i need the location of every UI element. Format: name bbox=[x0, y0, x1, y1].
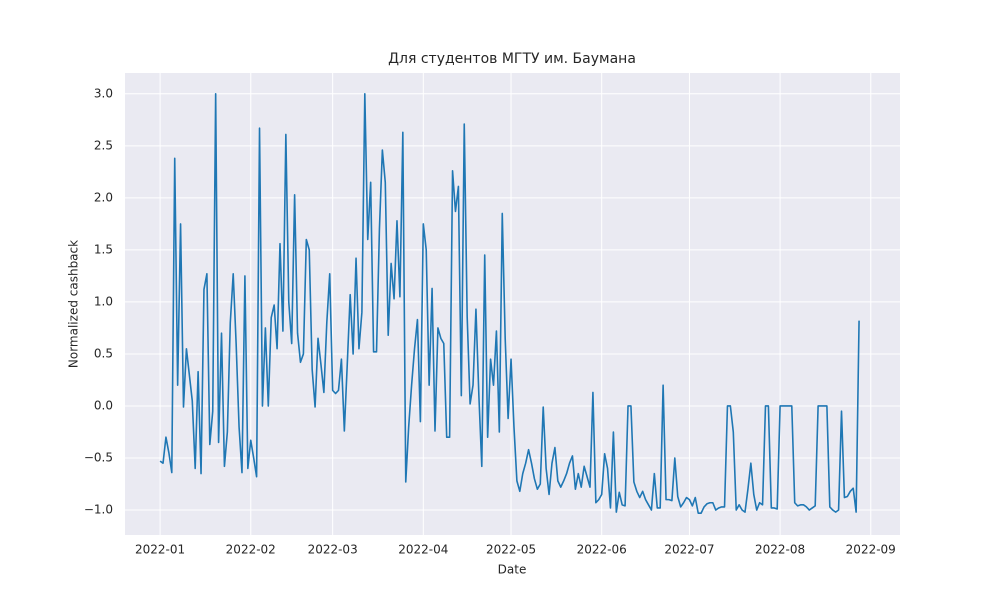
x-tick-label: 2022-09 bbox=[846, 543, 896, 557]
y-tick-label: 2.0 bbox=[94, 190, 113, 204]
y-tick-label: −0.5 bbox=[84, 451, 113, 465]
x-tick-label: 2022-06 bbox=[577, 543, 627, 557]
x-tick-label: 2022-01 bbox=[135, 543, 185, 557]
y-tick-label: 2.5 bbox=[94, 138, 113, 152]
y-tick-label: 1.5 bbox=[94, 242, 113, 256]
x-tick-label: 2022-07 bbox=[664, 543, 714, 557]
y-tick-label: 1.0 bbox=[94, 294, 113, 308]
y-axis-label: Normalized cashback bbox=[67, 240, 81, 368]
x-tick-label: 2022-08 bbox=[755, 543, 805, 557]
y-tick-label: −1.0 bbox=[84, 503, 113, 517]
chart-title: Для студентов МГТУ им. Баумана bbox=[388, 51, 636, 67]
y-tick-label: 0.5 bbox=[94, 346, 113, 360]
x-tick-label: 2022-04 bbox=[398, 543, 448, 557]
x-tick-label: 2022-03 bbox=[308, 543, 358, 557]
x-tick-label: 2022-05 bbox=[486, 543, 536, 557]
data-line bbox=[159, 93, 860, 514]
x-tick-label: 2022-02 bbox=[226, 543, 276, 557]
y-tick-label: 3.0 bbox=[94, 86, 113, 100]
x-axis-label: Date bbox=[498, 563, 527, 577]
y-tick-label: 0.0 bbox=[94, 398, 113, 412]
